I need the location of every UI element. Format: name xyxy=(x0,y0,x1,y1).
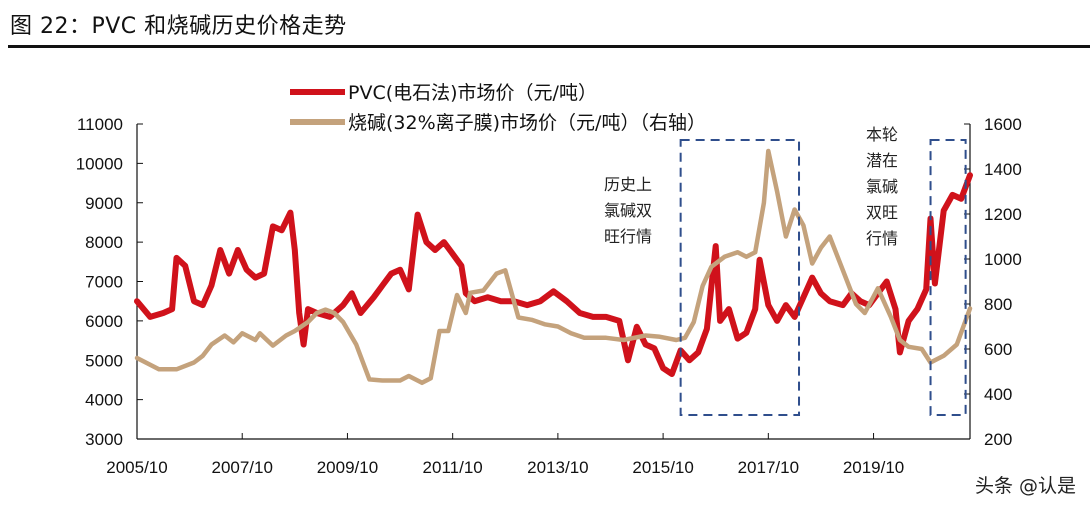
x-tick-label: 2019/10 xyxy=(843,458,904,477)
annotation-text: 氯碱双 xyxy=(604,201,652,220)
left-tick-label: 3000 xyxy=(85,430,123,449)
chart-title: 图 22：PVC 和烧碱历史价格走势 xyxy=(10,14,347,39)
right-tick-label: 600 xyxy=(984,340,1012,359)
x-tick-label: 2007/10 xyxy=(211,458,272,477)
series-line-pvc xyxy=(134,172,973,377)
annotation-text: 双旺 xyxy=(866,203,898,222)
left-tick-label: 11000 xyxy=(77,115,123,134)
left-tick-label: 8000 xyxy=(85,233,123,252)
annotation-text: 旺行情 xyxy=(604,227,652,246)
x-tick-label: 2015/10 xyxy=(632,458,693,477)
highlight-box xyxy=(679,139,801,416)
left-tick-label: 5000 xyxy=(85,351,123,370)
x-tick-label: 2013/10 xyxy=(527,458,588,477)
right-tick-label: 400 xyxy=(984,385,1012,404)
right-tick-label: 800 xyxy=(984,295,1012,314)
right-tick-label: 200 xyxy=(984,430,1012,449)
x-tick-label: 2005/10 xyxy=(106,458,167,477)
left-tick-label: 10000 xyxy=(76,154,123,173)
right-tick-label: 1400 xyxy=(984,160,1022,179)
x-tick-label: 2017/10 xyxy=(738,458,799,477)
right-tick-label: 1600 xyxy=(984,115,1022,134)
legend-label: 烧碱(32%离子膜)市场价（元/吨）（右轴） xyxy=(348,112,706,134)
highlight-box xyxy=(929,139,967,416)
annotation-text: 历史上 xyxy=(604,175,652,194)
left-tick-label: 4000 xyxy=(85,391,123,410)
watermark: 头条 @认是 xyxy=(974,475,1076,497)
annotation-text: 本轮 xyxy=(866,125,898,144)
left-tick-label: 6000 xyxy=(85,312,123,331)
annotation-text: 潜在 xyxy=(866,151,898,170)
legend-label: PVC(电石法)市场价（元/吨） xyxy=(348,82,597,104)
right-tick-label: 1200 xyxy=(984,205,1022,224)
left-tick-label: 7000 xyxy=(85,273,123,292)
annotation-text: 氯碱 xyxy=(866,177,898,196)
annotation-text: 行情 xyxy=(866,229,898,248)
x-tick-label: 2011/10 xyxy=(423,458,483,477)
left-tick-label: 9000 xyxy=(85,194,123,213)
title-divider xyxy=(8,45,1090,48)
x-tick-label: 2009/10 xyxy=(317,458,378,477)
right-tick-label: 1000 xyxy=(984,250,1022,269)
series-line-caustic-soda xyxy=(134,148,973,386)
